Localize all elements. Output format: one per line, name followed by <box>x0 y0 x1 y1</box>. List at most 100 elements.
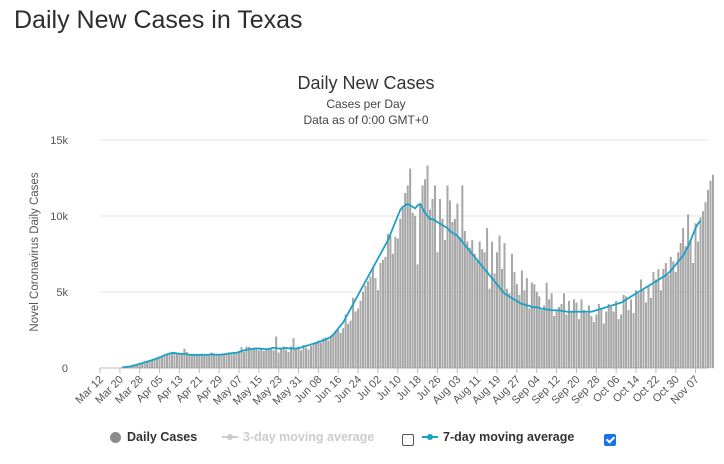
bar-daily-cases[interactable] <box>441 218 444 369</box>
bar-daily-cases[interactable] <box>156 357 158 369</box>
bar-daily-cases[interactable] <box>381 259 384 369</box>
bar-daily-cases[interactable] <box>414 215 417 369</box>
bar-daily-cases[interactable] <box>344 314 347 369</box>
bar-daily-cases[interactable] <box>389 235 392 369</box>
bar-daily-cases[interactable] <box>518 294 521 369</box>
bar-daily-cases[interactable] <box>329 335 332 369</box>
bar-daily-cases[interactable] <box>481 249 484 369</box>
bar-daily-cases[interactable] <box>267 348 270 369</box>
bar-daily-cases[interactable] <box>359 300 362 369</box>
bar-daily-cases[interactable] <box>426 165 429 369</box>
bar-daily-cases[interactable] <box>612 311 615 369</box>
bar-daily-cases[interactable] <box>257 350 260 369</box>
bar-daily-cases[interactable] <box>702 211 704 369</box>
bar-daily-cases[interactable] <box>337 329 340 369</box>
bar-daily-cases[interactable] <box>178 353 181 369</box>
bar-daily-cases[interactable] <box>600 308 603 369</box>
bar-daily-cases[interactable] <box>324 337 327 369</box>
series-line-7-day-average[interactable] <box>122 202 702 369</box>
bar-daily-cases[interactable] <box>436 252 439 369</box>
bar-daily-cases[interactable] <box>374 278 377 369</box>
bar-daily-cases[interactable] <box>456 203 459 369</box>
bar-daily-cases[interactable] <box>205 354 208 369</box>
bar-daily-cases[interactable] <box>478 241 481 369</box>
bar-daily-cases[interactable] <box>448 200 451 369</box>
bar-daily-cases[interactable] <box>185 352 188 369</box>
bar-daily-cases[interactable] <box>635 290 637 369</box>
bar-daily-cases[interactable] <box>404 193 407 369</box>
bar-daily-cases[interactable] <box>568 300 570 369</box>
bar-daily-cases[interactable] <box>694 223 697 369</box>
bar-daily-cases[interactable] <box>200 353 203 369</box>
bar-daily-cases[interactable] <box>285 349 288 369</box>
bar-daily-cases[interactable] <box>367 281 369 369</box>
bar-daily-cases[interactable] <box>533 284 536 369</box>
bar-daily-cases[interactable] <box>354 311 357 369</box>
bar-daily-cases[interactable] <box>642 290 645 369</box>
bar-daily-cases[interactable] <box>161 355 163 369</box>
bar-daily-cases[interactable] <box>684 246 687 369</box>
bar-daily-cases[interactable] <box>540 310 543 369</box>
bar-daily-cases[interactable] <box>369 276 372 369</box>
bar-daily-cases[interactable] <box>230 352 233 369</box>
legend-item-3-day-average[interactable]: 3-day moving average <box>222 430 374 444</box>
bar-daily-cases[interactable] <box>431 199 434 369</box>
legend-item-7-day-average[interactable]: 7-day moving average <box>422 430 574 444</box>
toggle-3-day-average-checkbox[interactable] <box>402 434 414 446</box>
bar-daily-cases[interactable] <box>233 353 235 369</box>
bar-daily-cases[interactable] <box>587 305 590 369</box>
bar-daily-cases[interactable] <box>372 267 374 369</box>
bar-daily-cases[interactable] <box>709 180 712 369</box>
bar-daily-cases[interactable] <box>451 221 454 369</box>
bar-daily-cases[interactable] <box>190 354 193 369</box>
bar-daily-cases[interactable] <box>218 354 221 369</box>
bar-daily-cases[interactable] <box>520 270 523 369</box>
bar-daily-cases[interactable] <box>243 352 245 369</box>
bar-daily-cases[interactable] <box>215 355 218 369</box>
bar-daily-cases[interactable] <box>508 293 511 369</box>
bar-daily-cases[interactable] <box>379 262 382 369</box>
bar-daily-cases[interactable] <box>592 322 595 369</box>
bar-daily-cases[interactable] <box>213 354 216 369</box>
bar-daily-cases[interactable] <box>558 307 561 369</box>
bar-daily-cases[interactable] <box>419 205 422 369</box>
bar-daily-cases[interactable] <box>421 185 424 369</box>
bar-daily-cases[interactable] <box>503 243 506 369</box>
bar-daily-cases[interactable] <box>610 307 613 369</box>
bar-daily-cases[interactable] <box>473 253 476 369</box>
bar-daily-cases[interactable] <box>674 272 677 369</box>
bar-daily-cases[interactable] <box>339 332 342 369</box>
bar-daily-cases[interactable] <box>553 316 556 369</box>
bar-daily-cases[interactable] <box>225 353 228 369</box>
bar-daily-cases[interactable] <box>707 190 709 369</box>
bar-daily-cases[interactable] <box>647 285 650 369</box>
bar-daily-cases[interactable] <box>210 352 213 369</box>
bar-daily-cases[interactable] <box>615 300 618 369</box>
bar-daily-cases[interactable] <box>493 273 496 369</box>
bar-daily-cases[interactable] <box>347 323 350 369</box>
bar-daily-cases[interactable] <box>652 272 655 369</box>
bar-daily-cases[interactable] <box>627 310 630 369</box>
bar-daily-cases[interactable] <box>270 348 273 369</box>
bar-daily-cases[interactable] <box>466 241 469 369</box>
bar-daily-cases[interactable] <box>317 340 320 369</box>
bar-daily-cases[interactable] <box>515 284 518 369</box>
bar-daily-cases[interactable] <box>468 247 471 369</box>
bar-daily-cases[interactable] <box>657 269 660 369</box>
bar-daily-cases[interactable] <box>471 240 474 369</box>
bar-daily-cases[interactable] <box>198 354 201 369</box>
bar-daily-cases[interactable] <box>463 231 466 369</box>
bar-daily-cases[interactable] <box>444 240 446 369</box>
bar-daily-cases[interactable] <box>501 269 503 369</box>
bar-daily-cases[interactable] <box>280 348 283 369</box>
bar-daily-cases[interactable] <box>555 310 558 369</box>
bar-daily-cases[interactable] <box>416 264 419 369</box>
bar-daily-cases[interactable] <box>153 359 156 369</box>
bar-daily-cases[interactable] <box>538 296 541 369</box>
bar-daily-cases[interactable] <box>349 320 352 369</box>
bar-daily-cases[interactable] <box>272 350 275 369</box>
bar-daily-cases[interactable] <box>406 185 409 369</box>
bar-daily-cases[interactable] <box>605 311 608 369</box>
bar-daily-cases[interactable] <box>625 296 628 369</box>
bar-daily-cases[interactable] <box>277 352 280 369</box>
